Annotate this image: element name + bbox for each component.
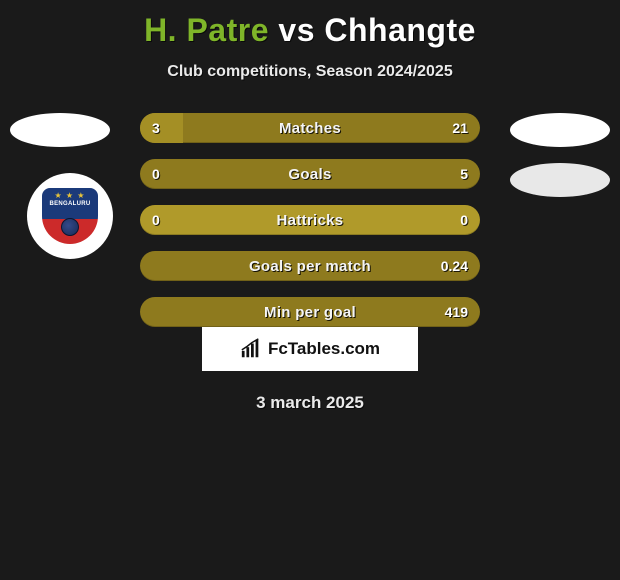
stat-row: 0 5 Goals — [140, 159, 480, 189]
stat-row: 419 Min per goal — [140, 297, 480, 327]
stat-value-left: 3 — [152, 120, 160, 136]
stat-row: 0 0 Hattricks — [140, 205, 480, 235]
stat-value-right: 0.24 — [441, 258, 468, 274]
club-ball-icon — [61, 218, 79, 236]
stat-value-right: 5 — [460, 166, 468, 182]
stat-label: Goals per match — [249, 258, 371, 275]
page-title: H. Patre vs Chhangte — [0, 0, 620, 49]
club-name: BENGALURU — [49, 201, 90, 207]
stat-row: 3 21 Matches — [140, 113, 480, 143]
stat-label: Matches — [279, 120, 341, 137]
stat-row: 0.24 Goals per match — [140, 251, 480, 281]
club-stars: ★ ★ ★ — [55, 191, 86, 200]
comparison-bars: 3 21 Matches 0 5 Goals 0 0 Hattricks 0.24 Goals pe… — [140, 113, 480, 343]
club-shield: ★ ★ ★ BENGALURU — [42, 188, 98, 244]
stat-label: Goals — [288, 166, 331, 183]
chart-icon — [240, 338, 262, 360]
player1-name: H. Patre — [144, 12, 269, 48]
stat-label: Min per goal — [264, 304, 356, 321]
stat-seg-left — [140, 113, 183, 143]
stat-value-right: 0 — [460, 212, 468, 228]
vs-separator: vs — [278, 12, 315, 48]
player2-avatar-placeholder — [510, 113, 610, 147]
stat-label: Hattricks — [277, 212, 344, 229]
player2-name: Chhangte — [324, 12, 476, 48]
stat-value-left: 0 — [152, 166, 160, 182]
player2-club-placeholder — [510, 163, 610, 197]
player1-club-logo: ★ ★ ★ BENGALURU — [27, 173, 113, 259]
stat-value-left: 0 — [152, 212, 160, 228]
subtitle: Club competitions, Season 2024/2025 — [0, 63, 620, 81]
footer-date: 3 march 2025 — [0, 393, 620, 413]
stat-value-right: 419 — [445, 304, 468, 320]
player1-avatar-placeholder — [10, 113, 110, 147]
stat-value-right: 21 — [452, 120, 468, 136]
